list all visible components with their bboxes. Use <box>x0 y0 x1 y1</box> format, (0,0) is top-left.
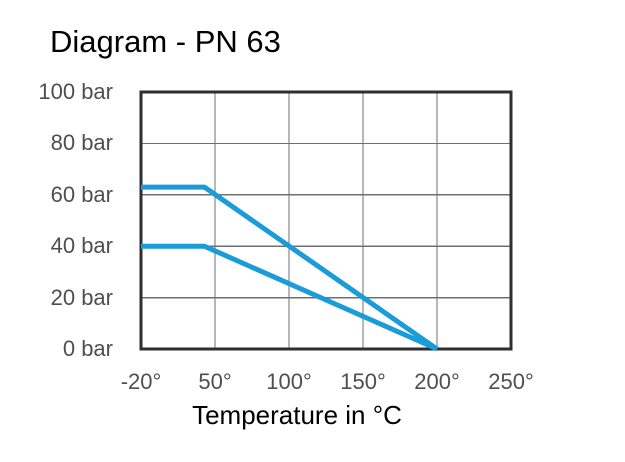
x-tick-label: -20° <box>120 369 162 394</box>
y-tick-label: 80 bar <box>50 130 113 156</box>
x-tick-label: 50° <box>198 369 232 394</box>
y-tick-label: 60 bar <box>50 181 113 207</box>
y-tick-label: 0 bar <box>62 336 113 361</box>
y-tick-label: 40 bar <box>50 233 113 259</box>
x-tick-label: 200° <box>414 369 460 394</box>
plot-border <box>139 90 513 351</box>
lower-pressure-curve <box>141 243 439 352</box>
y-tick-label: 100 bar <box>38 79 113 104</box>
x-tick-label: 150° <box>340 369 386 394</box>
x-tick-label: 100° <box>266 369 312 394</box>
y-tick-label: 20 bar <box>50 284 113 310</box>
x-tick-label: 250° <box>488 369 534 394</box>
x-axis-title: Temperature in °C <box>192 400 402 430</box>
upper-pressure-curve <box>141 184 439 352</box>
page-title: Diagram - PN 63 <box>50 24 281 59</box>
